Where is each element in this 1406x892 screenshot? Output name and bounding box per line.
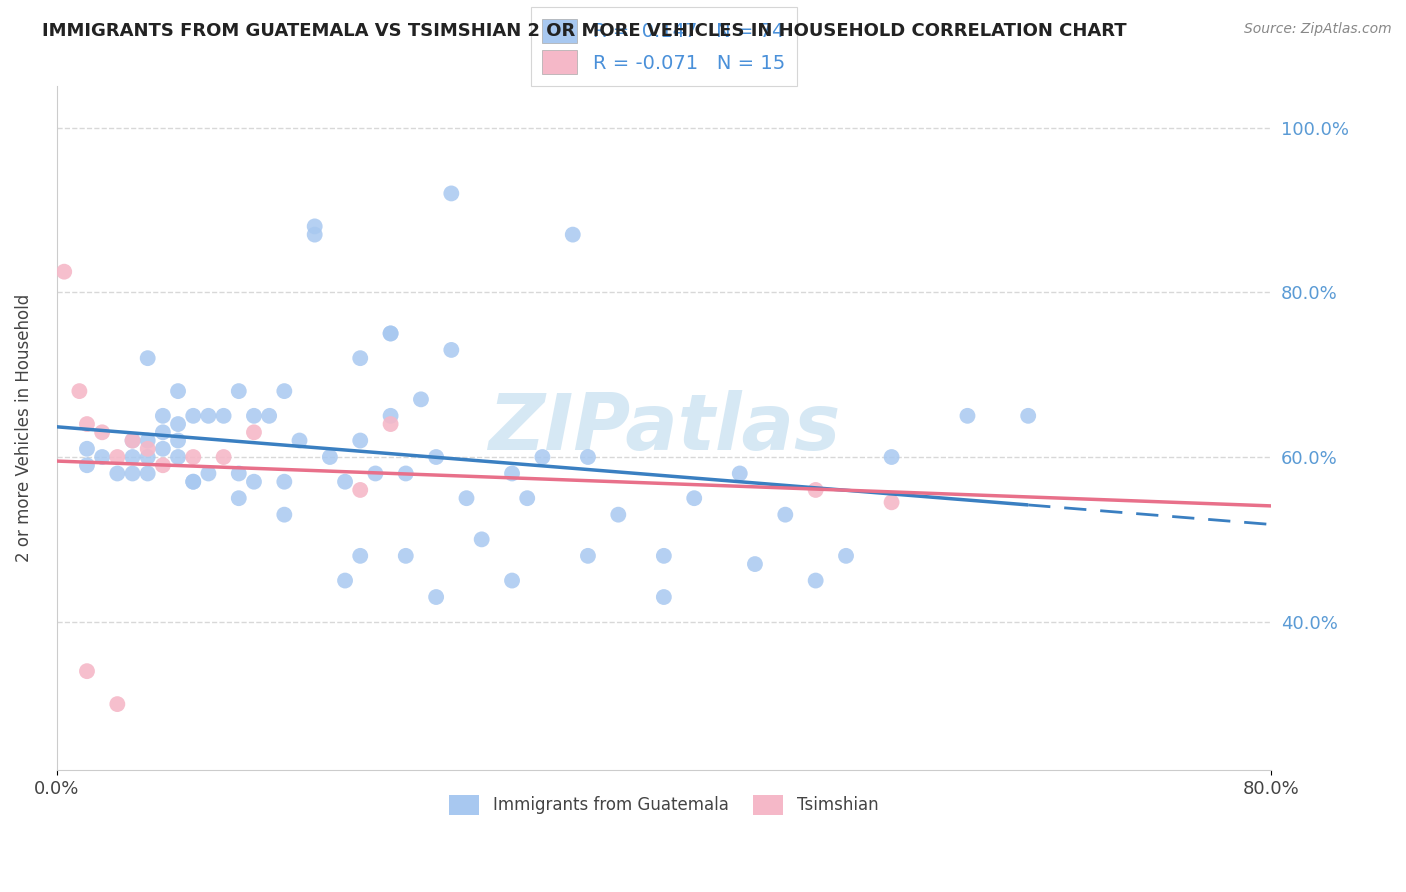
Point: [652, 590, 675, 604]
Point: [440, 186, 463, 201]
Point: [91, 425, 114, 440]
Point: [136, 450, 159, 464]
Point: [273, 508, 295, 522]
Point: [744, 557, 766, 571]
Point: [53, 265, 76, 279]
Point: [333, 574, 356, 588]
Point: [105, 697, 128, 711]
Point: [228, 384, 250, 398]
Point: [136, 434, 159, 448]
Point: [380, 417, 402, 431]
Point: [152, 425, 174, 440]
Point: [380, 326, 402, 341]
Point: [181, 450, 204, 464]
Point: [333, 475, 356, 489]
Text: ZIPatlas: ZIPatlas: [488, 390, 839, 467]
Point: [576, 450, 599, 464]
Point: [516, 491, 538, 506]
Point: [167, 384, 190, 398]
Point: [136, 442, 159, 456]
Point: [561, 227, 583, 242]
Point: [243, 425, 266, 440]
Point: [880, 495, 903, 509]
Point: [167, 450, 190, 464]
Point: [136, 351, 159, 366]
Point: [212, 409, 235, 423]
Point: [319, 450, 342, 464]
Point: [1017, 409, 1039, 423]
Point: [501, 467, 523, 481]
Point: [471, 533, 494, 547]
Point: [121, 467, 143, 481]
Point: [364, 467, 387, 481]
Point: [105, 467, 128, 481]
Point: [425, 590, 447, 604]
Point: [76, 664, 98, 678]
Point: [67, 384, 90, 398]
Point: [228, 491, 250, 506]
Point: [425, 450, 447, 464]
Point: [121, 450, 143, 464]
Point: [76, 417, 98, 431]
Point: [136, 467, 159, 481]
Point: [121, 434, 143, 448]
Point: [349, 351, 371, 366]
Point: [273, 475, 295, 489]
Point: [243, 475, 266, 489]
Point: [728, 467, 751, 481]
Point: [576, 549, 599, 563]
Text: Source: ZipAtlas.com: Source: ZipAtlas.com: [1244, 22, 1392, 37]
Point: [181, 475, 204, 489]
Point: [304, 219, 326, 234]
Point: [121, 434, 143, 448]
Point: [501, 574, 523, 588]
Point: [243, 409, 266, 423]
Point: [167, 417, 190, 431]
Point: [380, 326, 402, 341]
Point: [652, 549, 675, 563]
Point: [349, 549, 371, 563]
Point: [456, 491, 478, 506]
Point: [775, 508, 797, 522]
Text: IMMIGRANTS FROM GUATEMALA VS TSIMSHIAN 2 OR MORE VEHICLES IN HOUSEHOLD CORRELATI: IMMIGRANTS FROM GUATEMALA VS TSIMSHIAN 2…: [42, 22, 1126, 40]
Point: [607, 508, 630, 522]
Point: [531, 450, 554, 464]
Point: [152, 442, 174, 456]
Legend: Immigrants from Guatemala, Tsimshian: Immigrants from Guatemala, Tsimshian: [441, 786, 887, 823]
Point: [273, 384, 295, 398]
Point: [349, 434, 371, 448]
Point: [835, 549, 858, 563]
Point: [181, 409, 204, 423]
Point: [257, 409, 280, 423]
Point: [304, 227, 326, 242]
Point: [380, 409, 402, 423]
Point: [395, 467, 418, 481]
Point: [197, 409, 219, 423]
Point: [409, 392, 432, 407]
Point: [440, 343, 463, 357]
Point: [349, 483, 371, 497]
Point: [76, 442, 98, 456]
Point: [91, 450, 114, 464]
Point: [880, 450, 903, 464]
Point: [683, 491, 706, 506]
Point: [105, 450, 128, 464]
Point: [212, 450, 235, 464]
Point: [395, 549, 418, 563]
Point: [228, 467, 250, 481]
Point: [181, 475, 204, 489]
Point: [197, 467, 219, 481]
Point: [152, 409, 174, 423]
Point: [288, 434, 311, 448]
Point: [76, 458, 98, 473]
Point: [956, 409, 979, 423]
Point: [804, 483, 827, 497]
Point: [167, 434, 190, 448]
Y-axis label: 2 or more Vehicles in Household: 2 or more Vehicles in Household: [15, 294, 32, 562]
Point: [152, 458, 174, 473]
Point: [804, 574, 827, 588]
